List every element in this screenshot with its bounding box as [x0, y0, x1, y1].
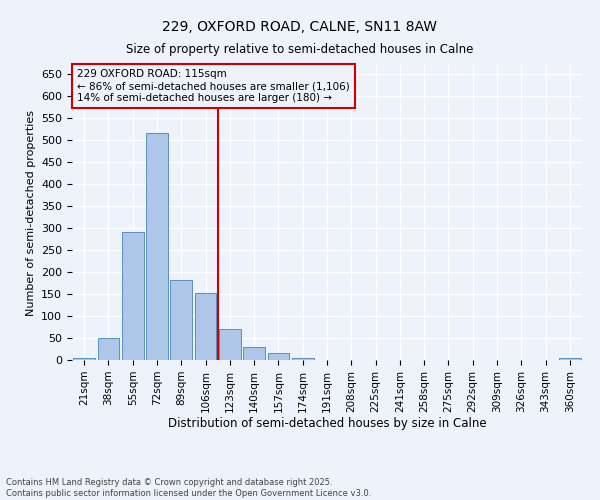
X-axis label: Distribution of semi-detached houses by size in Calne: Distribution of semi-detached houses by … — [167, 418, 487, 430]
Bar — [194, 293, 217, 360]
Bar — [268, 354, 289, 360]
Bar — [243, 347, 265, 360]
Text: 229, OXFORD ROAD, CALNE, SN11 8AW: 229, OXFORD ROAD, CALNE, SN11 8AW — [163, 20, 437, 34]
Bar — [170, 280, 192, 360]
Bar — [219, 329, 241, 360]
Bar — [146, 133, 168, 360]
Bar — [559, 358, 581, 360]
Y-axis label: Number of semi-detached properties: Number of semi-detached properties — [26, 110, 35, 316]
Text: Contains HM Land Registry data © Crown copyright and database right 2025.
Contai: Contains HM Land Registry data © Crown c… — [6, 478, 371, 498]
Bar — [122, 232, 143, 360]
Text: Size of property relative to semi-detached houses in Calne: Size of property relative to semi-detach… — [127, 42, 473, 56]
Text: 229 OXFORD ROAD: 115sqm
← 86% of semi-detached houses are smaller (1,106)
14% of: 229 OXFORD ROAD: 115sqm ← 86% of semi-de… — [77, 70, 350, 102]
Bar — [97, 338, 119, 360]
Bar — [73, 358, 95, 360]
Bar — [292, 358, 314, 360]
